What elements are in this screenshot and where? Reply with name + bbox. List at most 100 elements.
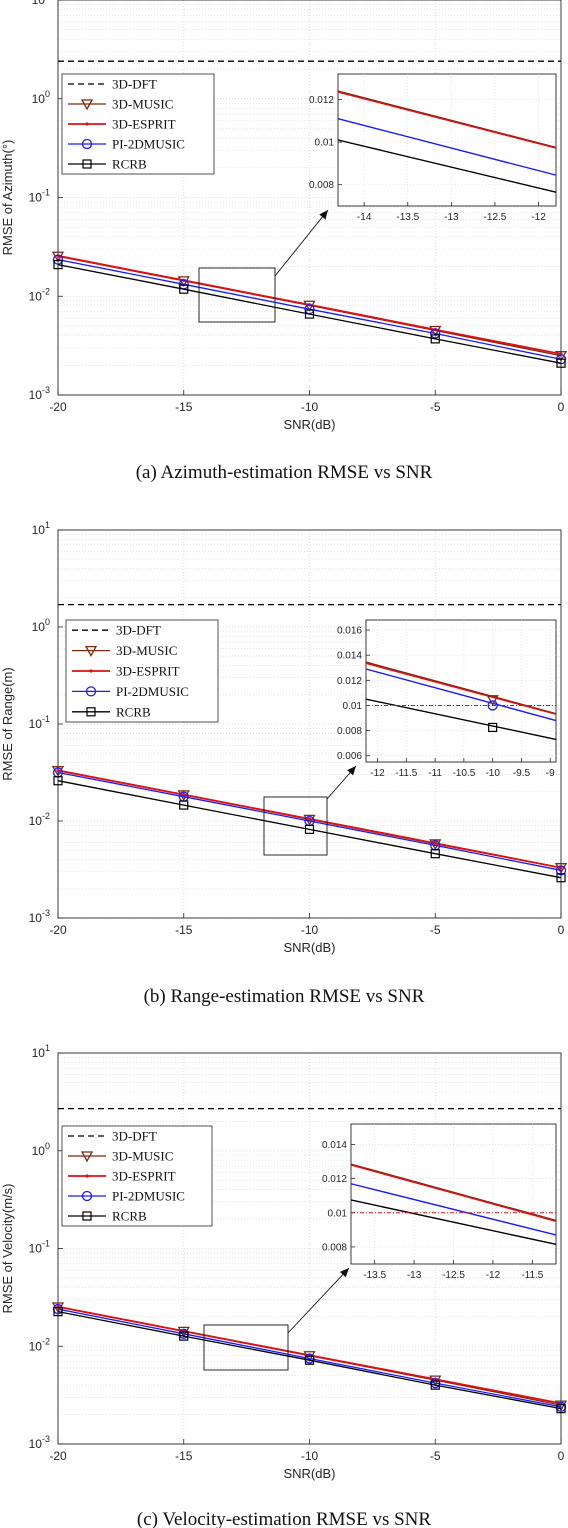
figure-caption: (c) Velocity-estimation RMSE vs SNR — [137, 1509, 431, 1528]
data-point-3d-esprit — [433, 841, 437, 845]
inset-series-line — [337, 118, 557, 176]
series-line-pi-2dmusic — [57, 258, 562, 360]
x-tick-label: -5 — [430, 1449, 441, 1463]
inset-x-tick-label: -13.5 — [396, 212, 419, 223]
y-tick-base: 10 — [29, 1339, 43, 1353]
legend-marker — [81, 1190, 93, 1202]
zoom-arrow — [287, 1267, 350, 1334]
data-point-3d-esprit — [307, 817, 312, 821]
inset-x-tick-label: -9.5 — [513, 768, 531, 779]
inset-data-point — [486, 695, 499, 707]
x-axis-label: SNR(dB) — [283, 417, 335, 432]
y-tick-base: 10 — [32, 1144, 46, 1158]
y-tick-label: 100 — [32, 89, 50, 106]
y-tick-base: 10 — [29, 388, 43, 402]
y-tick-label: 10-3 — [29, 385, 50, 402]
legend-label: 3D-MUSIC — [112, 1149, 173, 1164]
data-point-rcrb — [53, 776, 63, 786]
data-point-3d-esprit — [56, 768, 60, 773]
inset-x-tick-label: -14 — [357, 212, 372, 223]
x-tick-label: 0 — [558, 923, 565, 937]
y-tick-exponent: -3 — [42, 385, 50, 395]
figure-caption: (b) Range-estimation RMSE vs SNR — [144, 986, 425, 1007]
inset-y-tick-label: 0.012 — [337, 676, 362, 687]
data-point-rcrb — [179, 1331, 189, 1341]
y-tick-label: 10-2 — [29, 811, 50, 828]
x-tick-label: -15 — [175, 1449, 193, 1463]
zoom-box — [203, 1324, 289, 1371]
inset-x-tick-label: -11.5 — [521, 1270, 543, 1281]
inset-y-tick-label: 0.01 — [328, 1208, 348, 1219]
legend-label: RCRB — [112, 157, 147, 172]
y-tick-base: 10 — [29, 911, 43, 925]
inset-y-tick-label: 0.008 — [337, 726, 362, 737]
inset-chart: -13.5 -13 -12.5 -12 -11.5 0.014 0.012 0.01 0.008 — [322, 1123, 557, 1281]
y-tick-base: 10 — [32, 1046, 46, 1060]
data-point-rcrb — [556, 873, 566, 883]
data-point-rcrb — [430, 334, 440, 344]
legend-label: PI-2DMUSIC — [112, 137, 185, 152]
y-tick-label: 100 — [32, 1141, 50, 1158]
inset-y-tick-label: 0.008 — [309, 180, 334, 191]
y-tick-exponent: -2 — [42, 286, 50, 296]
legend: 3D-DFT 3D-MUSIC 3D-ESPRIT PI-2DMUSIC RCRB — [65, 619, 219, 723]
x-tick-label: -15 — [175, 400, 193, 414]
legend-label: RCRB — [112, 1209, 147, 1224]
data-point-pi-2dmusic — [52, 254, 64, 265]
data-point-rcrb — [53, 1307, 63, 1317]
inset-series-line — [365, 662, 557, 715]
legend-marker — [82, 159, 92, 169]
data-point-rcrb — [179, 284, 189, 294]
legend-label: 3D-ESPRIT — [112, 1169, 176, 1184]
inset-x-tick-label: -11.5 — [395, 768, 417, 779]
x-axis-label: SNR(dB) — [283, 940, 335, 955]
y-axis-label: RMSE of Azimuth(°) — [0, 140, 15, 256]
data-point-rcrb — [179, 800, 189, 810]
x-tick-label: -20 — [49, 923, 67, 937]
legend-marker — [82, 1211, 92, 1221]
series-group — [51, 1107, 568, 1414]
inset-y-tick-label: 0.012 — [322, 1174, 347, 1185]
x-tick-label: 0 — [558, 1449, 565, 1463]
legend-marker — [84, 645, 98, 657]
x-tick-label: -20 — [49, 400, 67, 414]
data-point-3d-esprit — [559, 866, 563, 870]
data-point-rcrb — [556, 358, 566, 368]
x-tick-label: -5 — [430, 923, 441, 937]
y-tick-base: 10 — [32, 0, 46, 7]
x-tick-label: -5 — [430, 400, 441, 414]
inset-x-tick-label: -12.5 — [442, 1270, 465, 1281]
y-tick-label: 101 — [32, 520, 50, 537]
y-tick-label: 10-3 — [29, 908, 50, 925]
y-tick-label: 10-1 — [29, 714, 50, 731]
x-tick-label: -10 — [301, 923, 319, 937]
legend-label: 3D-DFT — [116, 623, 161, 638]
inset-series-line — [350, 1183, 557, 1236]
inset-series-line — [350, 1163, 557, 1222]
data-point-rcrb — [304, 824, 315, 834]
zoom-arrow — [274, 209, 329, 277]
y-tick-exponent: -1 — [42, 1239, 50, 1249]
legend-label: 3D-MUSIC — [112, 97, 173, 112]
x-axis-label: SNR(dB) — [283, 1466, 335, 1481]
inset-series-line — [365, 698, 557, 741]
x-tick-label: -20 — [49, 1449, 67, 1463]
data-point-pi-2dmusic — [555, 865, 567, 876]
data-point-rcrb — [556, 1404, 566, 1414]
inset-y-tick-label: 0.014 — [337, 651, 362, 662]
data-point-rcrb — [430, 849, 440, 859]
chart-panel-3: -20 -15 -10 -5 010110010-110-210-3SNR(dB)RMS… — [0, 1043, 568, 1528]
series-line-rcrb — [57, 780, 562, 879]
inset-y-tick-label: 0.016 — [337, 626, 362, 637]
legend-label: 3D-DFT — [112, 77, 157, 92]
inset-chart: -12 -11.5 -11 -10.5 -10 -9.5 -9 0.016 0.014 0.012… — [337, 619, 557, 779]
legend-label: 3D-DFT — [112, 1129, 157, 1144]
x-tick-label: -10 — [301, 400, 319, 414]
legend-marker — [85, 122, 89, 126]
legend-label: 3D-MUSIC — [116, 643, 177, 658]
data-point-rcrb — [304, 309, 315, 319]
data-point-3d-music — [554, 863, 568, 875]
inset-y-tick-label: 0.006 — [337, 751, 362, 762]
inset-chart: -14 -13.5 -13 -12.5 -12 0.012 0.01 0.008 — [309, 73, 557, 223]
